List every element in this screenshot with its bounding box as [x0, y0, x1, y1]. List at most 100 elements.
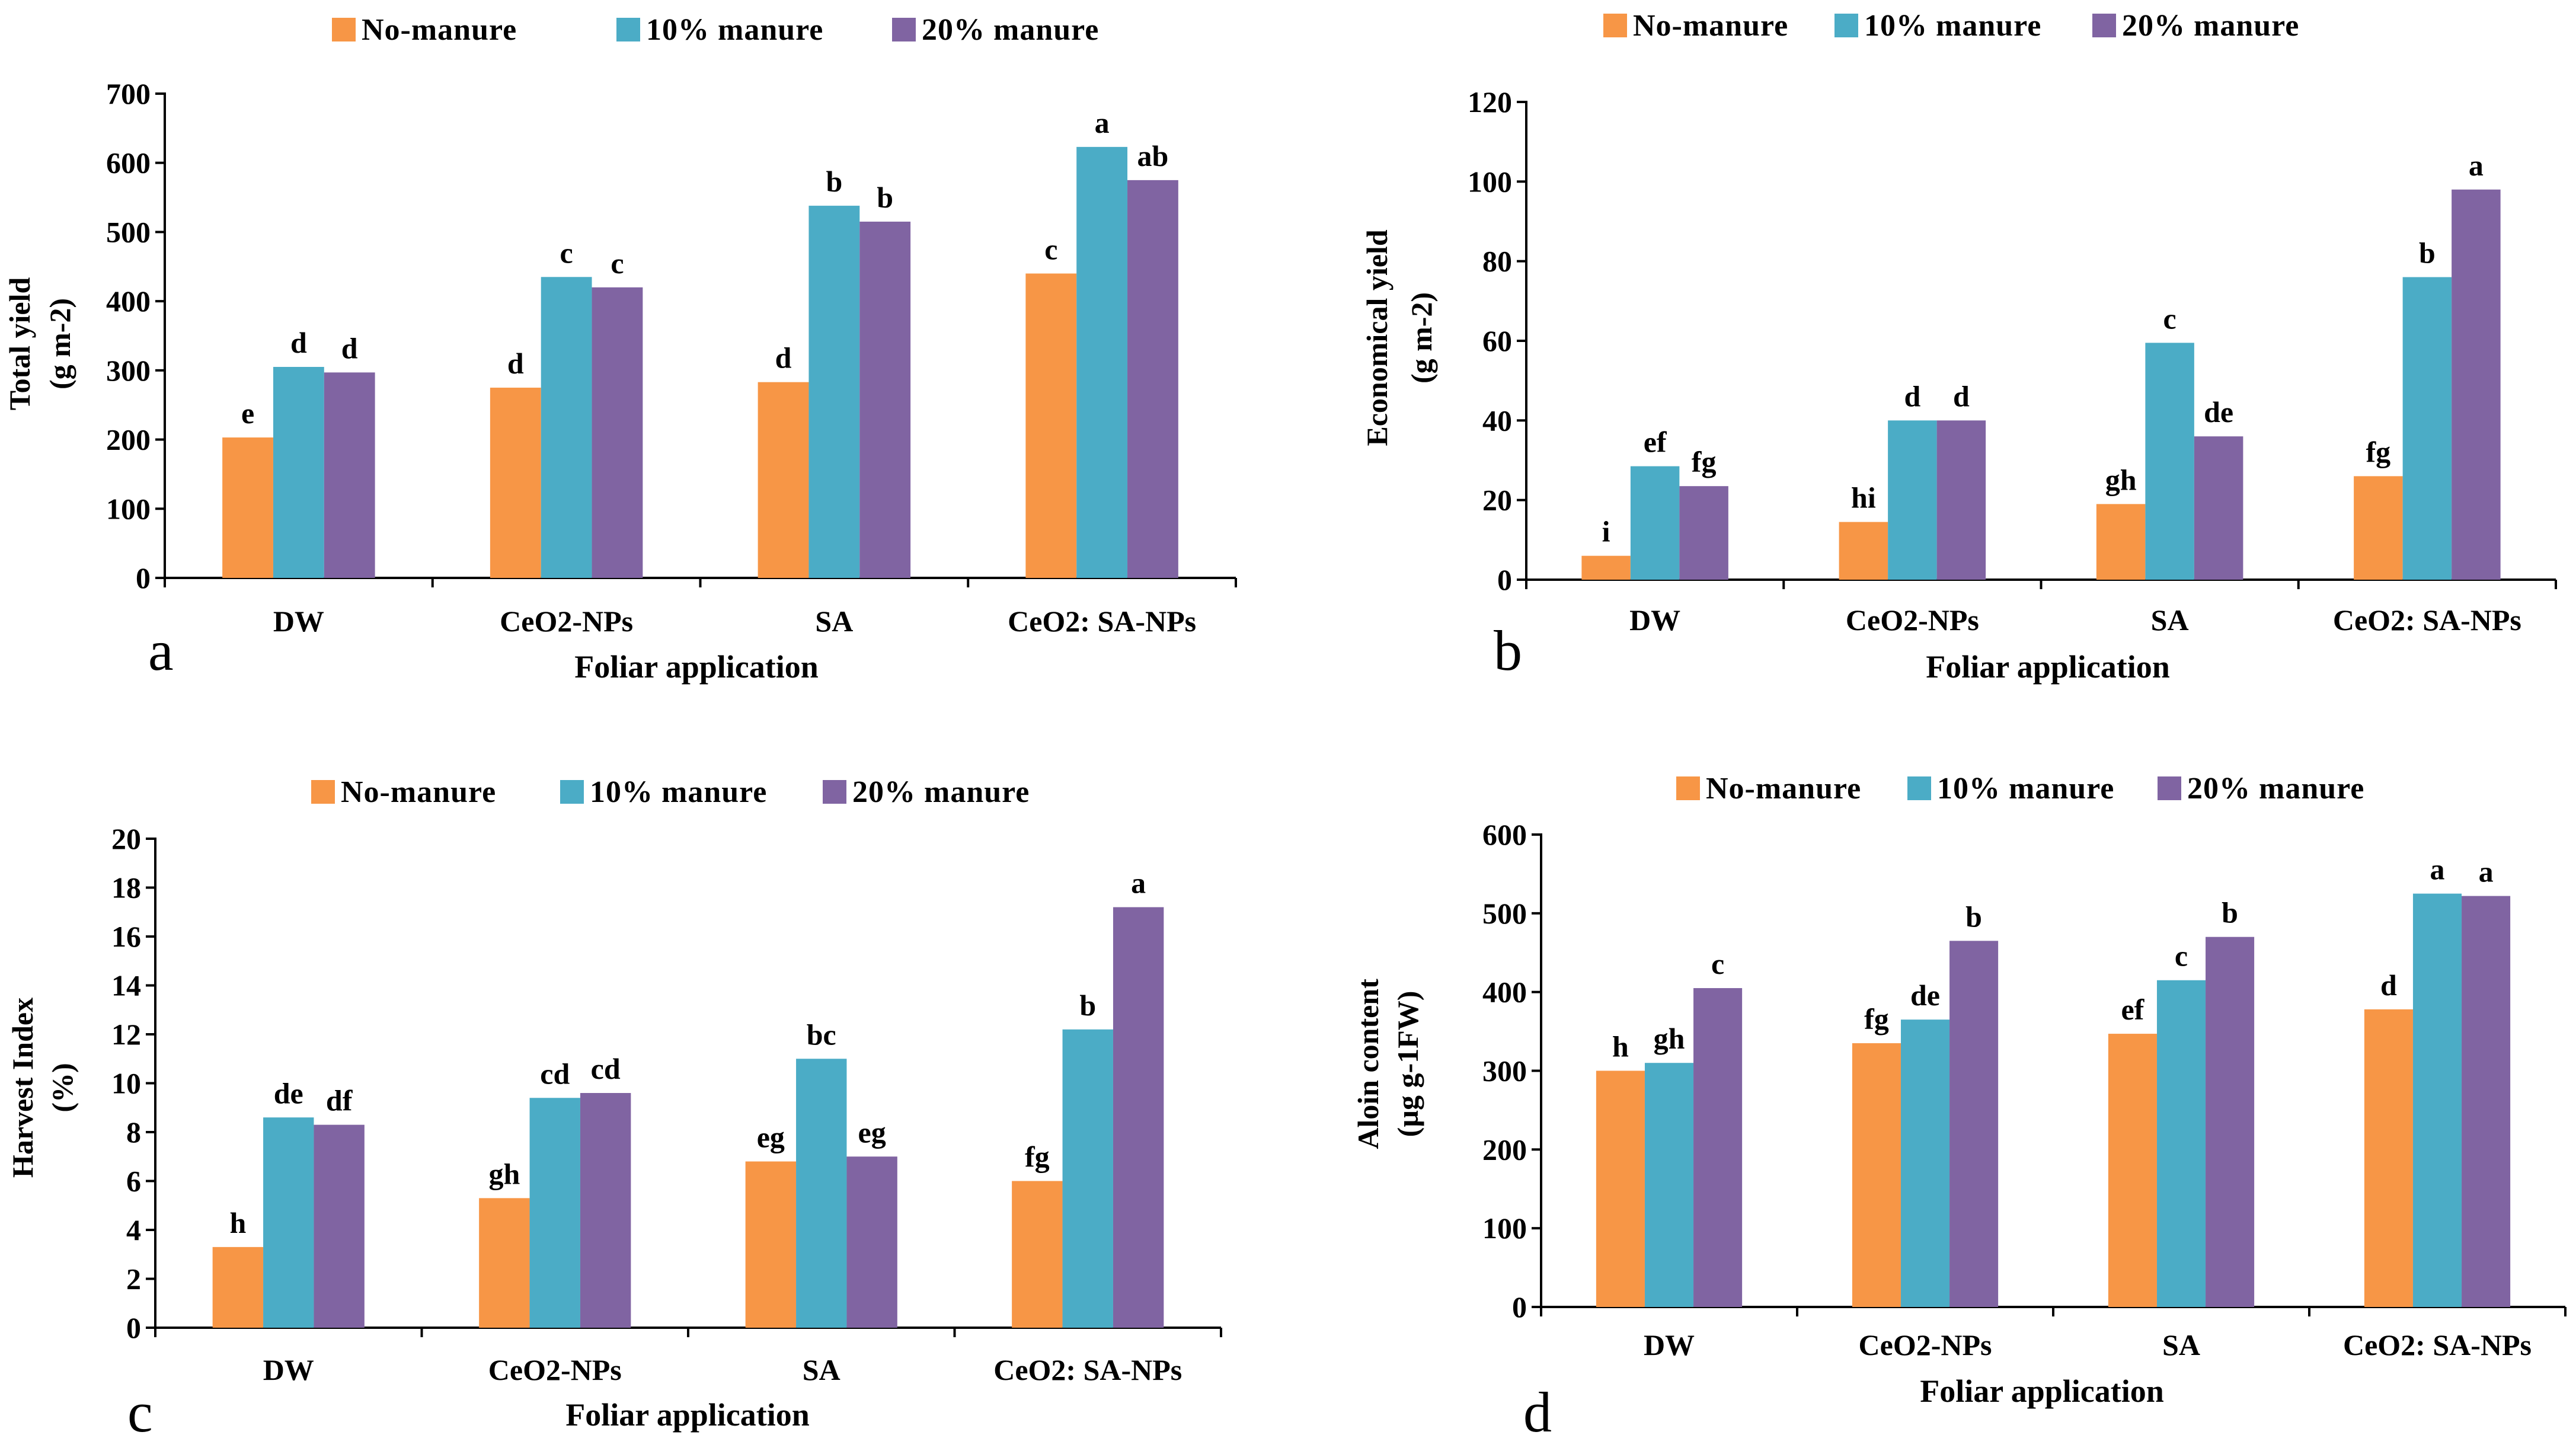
panel-b-bar-2-1	[2145, 343, 2194, 580]
panel-d-bar-3-0	[2364, 1009, 2413, 1307]
panel-b-category-1: CeO2-NPs	[1846, 603, 1979, 637]
panel-a-legend-label-2: 20% manure	[922, 13, 1099, 47]
panel-c-bar-label-1-1: cd	[540, 1057, 570, 1090]
panel-b-bar-label-2-0: gh	[2105, 463, 2137, 496]
panel-a-bar-label-1-1: c	[560, 236, 573, 269]
panel-a-legend-label-1: 10% manure	[646, 13, 823, 47]
panel-a-bar-2-0	[758, 382, 809, 578]
panel-a-xlabel: Foliar application	[574, 649, 819, 685]
panel-d-bar-label-1-1: de	[1910, 979, 1940, 1012]
panel-a-bar-label-2-0: d	[775, 341, 792, 375]
panel-a: No-manure 10% manure 20% manure 0 100 200 300 4…	[3, 13, 1237, 685]
panel-c-category-2: SA	[803, 1353, 840, 1386]
panel-c-bar-2-0	[745, 1161, 797, 1328]
panel-c-bar-2-1	[796, 1059, 847, 1328]
panel-d-legend-label-0: No-manure	[1706, 772, 1861, 806]
panel-c-bar-label-1-2: cd	[591, 1052, 621, 1085]
panel-b: No-manure 10% manure 20% manure 0 20 40 60 80 10…	[1360, 9, 2557, 685]
panel-c-ytick-label-14: 14	[111, 969, 141, 1002]
panel-c-bar-0-2	[314, 1124, 365, 1328]
panel-b-bar-0-0	[1581, 555, 1631, 580]
panel-c-bar-label-3-1: b	[1079, 989, 1096, 1022]
panel-d-bar-label-0-2: c	[1711, 947, 1724, 980]
panel-a-bar-0-1	[273, 367, 324, 578]
panel-a-bar-label-3-1: a	[1095, 106, 1110, 139]
panel-d-bar-0-1	[1644, 1063, 1694, 1307]
panel-b-bar-0-2	[1679, 486, 1728, 580]
panel-a-ytick-label-300: 300	[106, 354, 151, 387]
panel-c-bar-label-0-0: h	[229, 1206, 246, 1239]
panel-c-bar-label-0-1: de	[274, 1076, 303, 1110]
panel-d-bar-3-2	[2462, 896, 2511, 1307]
panel-c-letter: c	[127, 1380, 153, 1444]
panel-d-bar-label-3-1: a	[2430, 853, 2445, 886]
panel-a-legend-label-0: No-manure	[362, 13, 517, 47]
panel-b-bar-1-2	[1936, 420, 1986, 580]
panel-b-ytick-label-100: 100	[1468, 165, 1512, 198]
panel-b-ytick-label-0: 0	[1497, 563, 1512, 596]
panel-c-ylabel-line-2: (%)	[46, 1063, 79, 1112]
panel-d-bar-label-0-0: h	[1612, 1030, 1629, 1063]
panel-d-ytick-label-100: 100	[1482, 1212, 1527, 1245]
panel-b-bar-1-0	[1839, 522, 1888, 580]
panel-c-legend-swatch-2	[823, 780, 846, 804]
panel-c-ytick-label-10: 10	[111, 1067, 141, 1100]
panel-b-bar-0-1	[1630, 466, 1680, 580]
panel-a-bar-0-2	[324, 372, 375, 578]
panel-d-legend-label-2: 20% manure	[2187, 772, 2364, 806]
panel-a-ytick-label-400: 400	[106, 285, 151, 318]
panel-b-xlabel: Foliar application	[1926, 649, 2170, 685]
panel-a-bar-label-2-1: b	[826, 165, 842, 198]
panel-b-bar-label-3-2: a	[2469, 149, 2484, 182]
panel-a-bar-2-1	[808, 206, 860, 578]
panel-b-bar-1-1	[1888, 420, 1937, 580]
panel-c-bar-label-2-0: eg	[757, 1121, 785, 1154]
panel-a-category-3: CeO2: SA-NPs	[1008, 605, 1196, 638]
panel-d-bar-label-0-1: gh	[1654, 1022, 1685, 1055]
panel-a-ylabel-line-1: Total yield	[3, 277, 36, 411]
panel-a-bar-label-3-2: ab	[1137, 139, 1169, 172]
panel-d-bar-label-3-2: a	[2479, 855, 2494, 889]
panel-c-bar-1-2	[580, 1093, 631, 1328]
panel-d-bar-2-1	[2156, 980, 2206, 1307]
panel-c-legend-swatch-1	[560, 780, 584, 804]
panel-c-legend-label-0: No-manure	[341, 775, 496, 809]
panel-c-bar-1-0	[479, 1198, 530, 1328]
panel-d-ytick-label-200: 200	[1482, 1133, 1527, 1166]
panel-b-bar-3-0	[2354, 476, 2403, 580]
panel-a-legend-swatch-0	[332, 18, 356, 41]
panel-b-bar-label-3-0: fg	[2366, 435, 2391, 468]
panel-c-bar-3-2	[1113, 907, 1164, 1328]
panel-a-bar-label-0-1: d	[290, 326, 307, 359]
panel-c-bar-0-1	[263, 1117, 314, 1328]
panel-d-bar-label-1-2: b	[1965, 900, 1982, 933]
panel-d-ytick-label-500: 500	[1482, 897, 1527, 930]
panel-a-bar-label-0-0: e	[241, 397, 254, 430]
panel-d-bar-2-0	[2108, 1034, 2157, 1307]
panel-a-category-2: SA	[815, 605, 853, 638]
panel-c-bar-label-3-0: fg	[1025, 1140, 1050, 1174]
panel-d-bar-3-1	[2412, 893, 2462, 1307]
panel-b-category-3: CeO2: SA-NPs	[2333, 603, 2521, 637]
panel-a-ytick-label-500: 500	[106, 215, 151, 248]
panel-c-bar-label-2-1: bc	[807, 1018, 836, 1051]
panel-d-legend-swatch-0	[1676, 776, 1700, 800]
panel-a-category-0: DW	[273, 605, 324, 638]
panel-c-bar-label-1-0: gh	[488, 1157, 520, 1190]
panel-a-bar-1-2	[592, 287, 643, 578]
panel-a-bar-0-0	[222, 437, 273, 578]
panel-d-xlabel: Foliar application	[1920, 1373, 2164, 1409]
panel-d-bar-0-2	[1693, 988, 1743, 1307]
panel-c-ytick-label-12: 12	[111, 1018, 141, 1051]
panel-b-legend-swatch-0	[1603, 14, 1627, 37]
panel-b-bar-label-1-1: d	[1904, 379, 1920, 413]
panel-b-bar-label-2-1: c	[2163, 302, 2177, 335]
panel-c-ytick-label-18: 18	[111, 871, 141, 905]
panel-c-category-3: CeO2: SA-NPs	[993, 1353, 1182, 1386]
panel-c-legend-label-2: 20% manure	[852, 775, 1030, 809]
panel-a-ytick-label-0: 0	[136, 561, 151, 595]
panel-b-bar-label-0-0: i	[1602, 515, 1610, 548]
panel-d-bar-label-3-0: d	[2380, 969, 2397, 1002]
panel-d-ylabel-line-2: (µg g-1FW)	[1391, 991, 1424, 1137]
